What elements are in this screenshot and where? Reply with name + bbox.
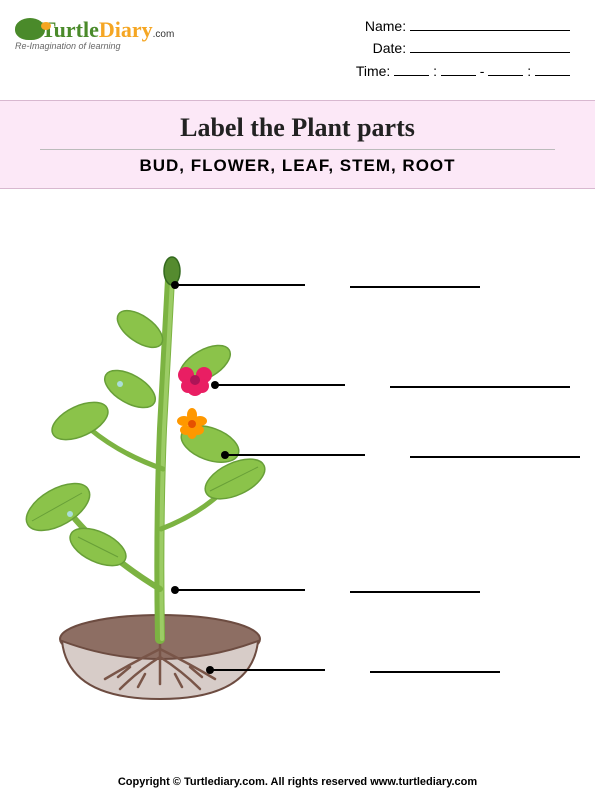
answer-line-flower[interactable] <box>390 386 570 388</box>
time-blank-3[interactable] <box>488 75 523 76</box>
pointer-leaf <box>225 454 365 456</box>
footer-copyright: Copyright © Turtlediary.com. All rights … <box>0 776 595 788</box>
diagram-area <box>0 229 595 739</box>
answer-line-leaf[interactable] <box>410 456 580 458</box>
pointer-root <box>210 669 325 671</box>
turtle-icon <box>15 18 45 40</box>
worksheet-title: Label the Plant parts <box>0 113 595 143</box>
time-blank-4[interactable] <box>535 75 570 76</box>
time-blank-2[interactable] <box>441 75 476 76</box>
name-label: Name: <box>365 18 406 34</box>
logo-turtle: Turtle <box>41 17 99 42</box>
logo-diary: Diary <box>99 17 153 42</box>
pointer-flower <box>215 384 345 386</box>
title-divider <box>40 149 555 150</box>
plant-illustration <box>20 229 280 709</box>
logo-tld: .com <box>153 29 175 40</box>
answer-line-bud[interactable] <box>350 286 480 288</box>
word-bank: BUD, FLOWER, LEAF, STEM, ROOT <box>0 156 595 176</box>
time-label: Time: <box>356 63 390 79</box>
answer-line-root[interactable] <box>370 671 500 673</box>
answer-line-stem[interactable] <box>350 591 480 593</box>
info-fields: Name: Date: Time: : - : <box>356 15 570 82</box>
pointer-bud <box>175 284 305 286</box>
header-row: TurtleDiary.com Re-Imagination of learni… <box>0 0 595 92</box>
name-blank[interactable] <box>410 30 570 31</box>
time-blank-1[interactable] <box>394 75 429 76</box>
date-blank[interactable] <box>410 52 570 53</box>
logo: TurtleDiary.com Re-Imagination of learni… <box>15 15 195 82</box>
date-label: Date: <box>373 40 406 56</box>
pointer-stem <box>175 589 305 591</box>
title-banner: Label the Plant parts BUD, FLOWER, LEAF,… <box>0 100 595 189</box>
